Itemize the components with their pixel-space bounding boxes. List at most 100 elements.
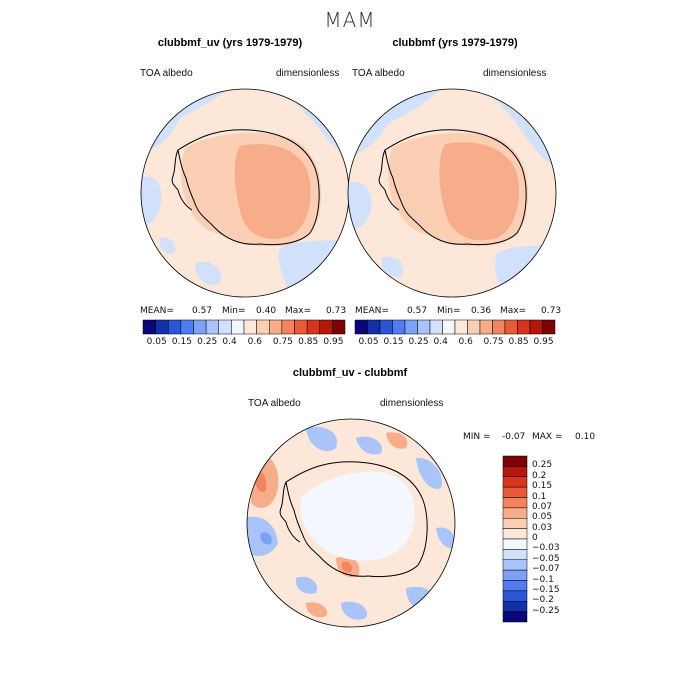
panel3-colorbar-tick-label: 0.25: [532, 460, 553, 471]
panel3-colorbar-swatch: [502, 466, 528, 477]
panel1-colorbar-tick-label: 0.05: [146, 337, 167, 347]
panel3-min-value: -0.07: [502, 432, 526, 442]
panel2-polar-map: [347, 88, 557, 298]
panel1-colorbar-swatch: [269, 319, 283, 335]
panel3-neg-strong-patch: [260, 532, 272, 545]
panel2-colorbar-tick-label: 0.15: [383, 337, 404, 347]
panel3-colorbar-tick-label: −0.25: [532, 605, 560, 616]
panel2-colorbar-swatch: [479, 319, 493, 335]
panel1-polar-map: [140, 88, 350, 298]
panel1-colorbar-tick-label: 0.25: [197, 337, 218, 347]
panel1-colorbar-swatch: [231, 319, 245, 335]
panel3-coastline: [285, 461, 428, 578]
panel3-min-label: MIN =: [463, 432, 491, 442]
panel3-colorbar-swatch: [502, 559, 528, 571]
panel3-colorbar-swatch: [502, 476, 528, 488]
panel3-colorbar-swatch: [502, 590, 528, 602]
panel2-colorbar-swatch: [392, 319, 406, 335]
panel3-colorbar-swatch: [502, 497, 528, 509]
panel1-max-label: Max=: [285, 306, 312, 316]
panel1-colorbar-swatch: [281, 319, 295, 335]
panel3-colorbar-tick-label: 0.15: [532, 481, 553, 492]
panel3-colorbar-tick-label: −0.1: [532, 574, 554, 585]
panel1-colorbar-swatch: [332, 319, 346, 335]
panel1-colorbar-tick-label: 0.85: [298, 337, 319, 347]
panel3-colorbar-swatch: [502, 601, 528, 612]
figure-title: MAM: [324, 8, 376, 32]
panel3-title: clubbmf_uv - clubbmf: [292, 367, 408, 379]
panel3-neg-patch: [436, 527, 455, 549]
panel1-colorbar-tick-label: 0.6: [247, 337, 262, 347]
panel2-colorbar: [354, 319, 556, 335]
panel1-title: clubbmf_uv (yrs 1979-1979): [157, 37, 303, 49]
panel2-blue-patch: [348, 182, 372, 233]
panel2-mean-value: 0.57: [407, 306, 428, 316]
panel2-max-label: Max=: [500, 306, 527, 316]
panel3-colorbar-swatch: [502, 486, 528, 498]
panel2-blue-patch: [495, 243, 556, 297]
panel3-colorbar-tick-label: 0.2: [532, 470, 547, 481]
panel1-land-high-zone: [234, 144, 311, 239]
panel1-max-value: 0.73: [326, 306, 347, 316]
panel3-neg-patch: [295, 576, 318, 594]
panel2-max-value: 0.73: [541, 306, 562, 316]
panel2-colorbar-tick-label: 0.95: [533, 337, 554, 347]
panel3-pos-patch: [306, 602, 328, 618]
panel3-max-value: 0.10: [575, 432, 596, 442]
panel2-colorbar-swatch: [454, 319, 468, 335]
panel2-colorbar-tick-label: 0.75: [483, 337, 504, 347]
panel3-colorbar-tick-label: −0.15: [532, 584, 560, 595]
panel2-land-high-zone: [439, 142, 519, 241]
panel3-colorbar-swatch: [502, 611, 528, 623]
panel3-neg-patch: [306, 426, 337, 452]
panel3-map-border: [246, 418, 456, 628]
panel2-colorbar-swatch: [404, 319, 418, 335]
panel1-colorbar-swatch: [142, 319, 156, 335]
panel1-colorbar-swatch: [243, 319, 257, 335]
panel1-colorbar-swatch: [319, 319, 333, 335]
panel3-land-interior: [300, 471, 415, 561]
panel2-colorbar-tick-label: 0.6: [458, 337, 473, 347]
panel2-colorbar-tick-label: 0.05: [358, 337, 379, 347]
panel1-units-label: dimensionless: [276, 68, 340, 79]
panel3-colorbar-swatch: [502, 518, 528, 529]
panel2-colorbar-swatch: [517, 319, 531, 335]
panel1-min-value: 0.40: [256, 306, 277, 316]
panel1-blue-patch: [141, 176, 162, 228]
panel3-colorbar-tick-label: −0.05: [532, 553, 560, 564]
panel1-coastline: [177, 129, 320, 246]
panel1-colorbar-ticks: 0.05 0.15 0.25 0.4 0.6 0.75 0.85 0.95: [143, 337, 345, 349]
panel2-title: clubbmf (yrs 1979-1979): [392, 37, 518, 49]
panel2-colorbar-swatch: [504, 319, 518, 335]
panel3-colorbar-tick-label: 0.07: [532, 501, 553, 512]
panel3-colorbar-swatch: [502, 549, 528, 560]
panel2-colorbar-swatch: [542, 319, 556, 335]
panel1-colorbar-swatch: [218, 319, 232, 335]
panel1-colorbar: [142, 319, 346, 335]
panel3-colorbar-swatch: [502, 569, 528, 581]
panel3-colorbar-tick-label: −0.07: [532, 564, 560, 575]
panel3-colorbar-tick-label: 0.03: [532, 522, 553, 533]
panel3-peninsula-coastline: [279, 481, 301, 543]
panel3-colorbar-tick-label: 0.05: [532, 512, 553, 523]
panel1-blue-patch: [195, 261, 221, 285]
panel3-colorbar: [502, 455, 528, 623]
panel1-colorbar-swatch: [180, 319, 194, 335]
panel1-colorbar-tick-label: 0.15: [171, 337, 192, 347]
panel2-coastline: [384, 129, 527, 246]
panel2-map-border: [347, 88, 557, 298]
panel3-colorbar-ticks: 0.25 0.2 0.15 0.1 0.07 0.05 0.03 0 −0.03 −0.05 −0.…: [532, 456, 592, 622]
panel1-variable-label: TOA albedo: [140, 68, 193, 79]
panel1-colorbar-swatch: [256, 319, 270, 335]
panel2-min-value: 0.36: [471, 306, 492, 316]
panel1-colorbar-swatch: [306, 319, 320, 335]
panel1-colorbar-swatch: [168, 319, 182, 335]
panel1-blue-patch: [159, 237, 176, 254]
panel2-colorbar-swatch: [367, 319, 381, 335]
panel2-blue-patch: [381, 256, 404, 278]
panel1-colorbar-swatch: [294, 319, 308, 335]
panel2-colorbar-swatch: [429, 319, 443, 335]
panel1-mean-value: 0.57: [192, 306, 213, 316]
panel3-neg-patch: [341, 601, 367, 620]
panel3-pos-patch: [386, 432, 408, 449]
